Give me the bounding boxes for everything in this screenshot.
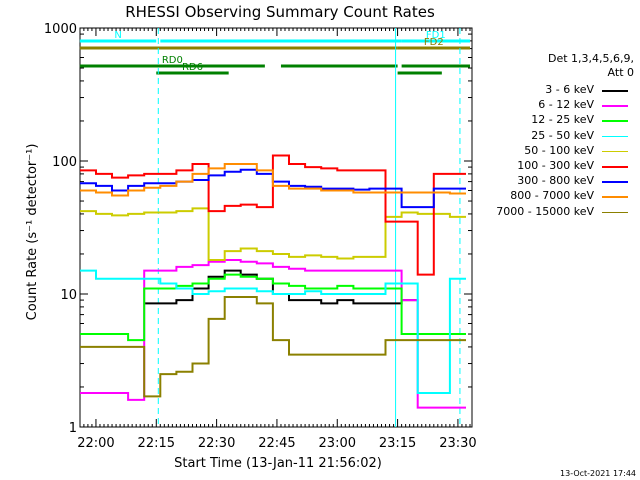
series-line: [80, 154, 466, 276]
x-tick-label: 23:30: [439, 436, 476, 451]
legend-label: 800 - 7000 keV: [510, 189, 594, 203]
series-line: [80, 296, 466, 398]
series-line: [80, 168, 466, 209]
y-tick-label: 10: [60, 288, 77, 303]
legend-swatch: [602, 211, 628, 214]
legend-swatch: [602, 196, 628, 198]
legend-item: 100 - 300 keV: [486, 159, 634, 173]
legend-item: 25 - 50 keV: [486, 129, 634, 143]
legend-label: 3 - 6 keV: [545, 83, 594, 96]
x-tick-label: 22:00: [77, 436, 114, 451]
flag-label: FD1: [426, 30, 446, 41]
series-line: [80, 207, 466, 261]
legend-swatch: [602, 105, 628, 107]
legend-label: 12 - 25 keV: [531, 113, 594, 127]
legend-item: 50 - 100 keV: [486, 144, 634, 158]
x-tick-label: 22:45: [258, 436, 295, 451]
legend-label: 7000 - 15000 keV: [496, 204, 594, 218]
legend-item: 12 - 25 keV: [486, 113, 634, 127]
legend-label: 25 - 50 keV: [531, 128, 594, 142]
time-markers: [157, 28, 461, 427]
plot-frame: [79, 27, 473, 428]
y-tick-label: 1000: [44, 22, 77, 37]
flag-label: RD0: [162, 55, 183, 66]
legend-item: 6 - 12 keV: [486, 98, 634, 112]
x-tick-labels: 22:00 22:15 22:30 22:45 23:00 23:15 23:30: [77, 436, 476, 451]
plot-ticks: [80, 28, 472, 428]
legend-item: 800 - 7000 keV: [486, 189, 634, 203]
y-tick-label: 1: [69, 421, 77, 436]
legend-swatch: [602, 150, 628, 153]
footer-date: 13-Oct-2021 17:44: [560, 469, 636, 478]
series-line: [80, 269, 466, 394]
legend-swatch: [602, 120, 628, 122]
flag-label: FD2: [424, 37, 444, 48]
x-tick-label: 22:30: [198, 436, 235, 451]
y-axis-label: Count Rate (s⁻¹ detector⁻¹): [25, 144, 40, 321]
y-tick-labels: 1 10 100 1000: [44, 22, 77, 436]
x-tick-label: 23:00: [319, 436, 356, 451]
legend-label: 300 - 800 keV: [517, 174, 594, 188]
legend-header-line2: Att 0: [607, 66, 634, 79]
series-lines: [80, 154, 466, 409]
legend-item: 7000 - 15000 keV: [486, 205, 634, 219]
legend-item: 300 - 800 keV: [486, 174, 634, 188]
x-tick-label: 22:15: [138, 436, 175, 451]
flag-label: N: [114, 30, 121, 41]
legend-label: 100 - 300 keV: [517, 159, 594, 172]
legend-header-line1: Det 1,3,4,5,6,9,: [547, 52, 634, 65]
legend-swatch: [602, 166, 628, 168]
series-line: [80, 259, 466, 409]
series-line: [144, 269, 418, 305]
chart-title: RHESSI Observing Summary Count Rates: [125, 3, 435, 21]
legend-label: 6 - 12 keV: [538, 98, 594, 112]
legend-swatch: [602, 135, 628, 138]
series-line: [80, 273, 466, 342]
series-line: [80, 163, 466, 197]
legend-label: 50 - 100 keV: [524, 143, 594, 157]
legend-swatch: [602, 90, 628, 92]
legend-swatch: [602, 181, 628, 183]
legend-header: Det 1,3,4,5,6,9, Att 0: [474, 52, 634, 80]
y-tick-label: 100: [52, 155, 77, 170]
flag-label: RD6: [182, 62, 203, 73]
legend-item: 3 - 6 keV: [486, 83, 634, 97]
x-tick-label: 23:15: [379, 436, 416, 451]
x-axis-label: Start Time (13-Jan-11 21:56:02): [174, 456, 382, 471]
